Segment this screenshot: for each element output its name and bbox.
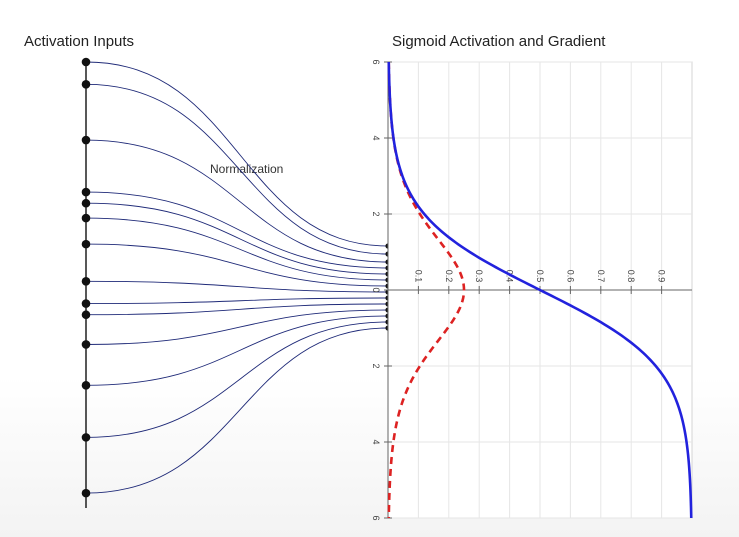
input-tick-label: 0 — [371, 287, 381, 292]
output-tick-label: 0.7 — [596, 270, 606, 283]
input-node — [81, 433, 91, 442]
input-node — [81, 299, 91, 308]
output-tick-label: 0.6 — [565, 270, 575, 283]
input-node — [81, 276, 91, 286]
input-tick-label: 6 — [371, 515, 381, 520]
input-node — [81, 239, 91, 249]
connection-curve — [85, 202, 389, 275]
input-node — [81, 381, 91, 390]
output-tick-label: 0.2 — [444, 270, 454, 283]
connection-curve — [85, 139, 389, 263]
output-tick-label: 0.9 — [657, 270, 667, 283]
input-tick-label: 4 — [371, 135, 381, 140]
input-node — [81, 135, 91, 145]
input-node — [81, 57, 91, 67]
output-tick-label: 0.5 — [535, 270, 545, 283]
connection-curves — [85, 61, 389, 494]
left-title: Activation Inputs — [24, 33, 134, 50]
connection-curve — [85, 327, 389, 494]
input-nodes — [81, 57, 91, 498]
input-node — [81, 198, 91, 208]
input-node — [81, 488, 91, 498]
input-node — [81, 213, 91, 223]
input-node — [81, 187, 91, 197]
output-tick-label: 0.1 — [413, 270, 423, 283]
input-node — [81, 310, 91, 320]
normalization-label: Normalization — [210, 162, 283, 176]
input-axis-ticks: 6 4 2 0 2 4 6 — [371, 59, 392, 521]
output-tick-label: 0.8 — [626, 270, 636, 283]
input-tick-label: 2 — [371, 363, 381, 368]
input-tick-label: 2 — [371, 211, 381, 216]
input-tick-label: 4 — [371, 439, 381, 444]
connection-curve — [85, 243, 389, 287]
sigmoid-curve — [387, 61, 693, 519]
connection-curve — [85, 280, 389, 293]
output-tick-label: 0.3 — [474, 270, 484, 283]
connection-curve — [85, 217, 389, 281]
connection-curve — [85, 303, 389, 316]
connection-curve — [85, 61, 389, 247]
input-tick-label: 6 — [371, 59, 381, 64]
input-node — [81, 80, 91, 89]
connection-curve — [85, 309, 389, 345]
input-node — [81, 340, 91, 349]
connection-curve — [85, 315, 389, 386]
right-title: Sigmoid Activation and Gradient — [392, 33, 606, 50]
connection-curve — [85, 297, 389, 305]
connection-curve — [85, 83, 389, 255]
connection-curve — [85, 191, 389, 269]
connection-curve — [85, 321, 389, 438]
